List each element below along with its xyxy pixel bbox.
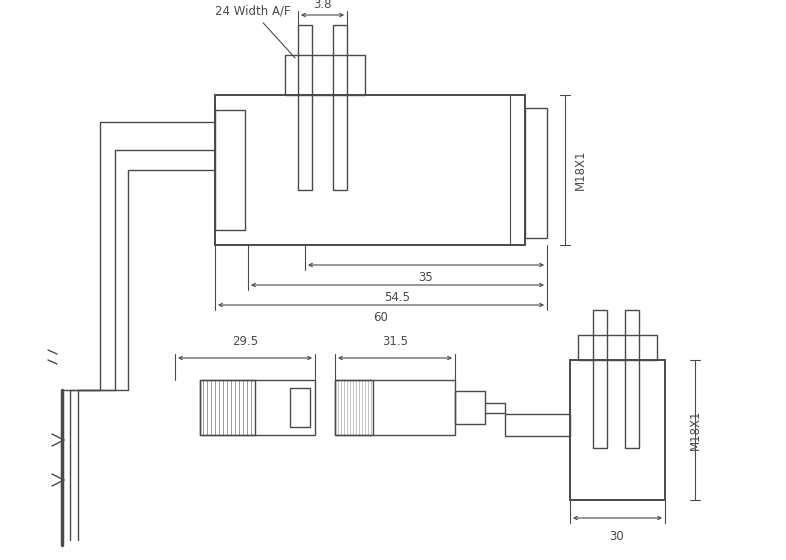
Text: 24 Width A/F: 24 Width A/F xyxy=(215,5,295,58)
Bar xyxy=(215,95,525,245)
Bar xyxy=(570,360,665,500)
Bar xyxy=(290,388,310,427)
Bar xyxy=(625,310,639,448)
Text: 29.5: 29.5 xyxy=(232,335,258,348)
Bar xyxy=(200,380,255,435)
Text: 35: 35 xyxy=(419,271,433,284)
Text: 31.5: 31.5 xyxy=(382,335,408,348)
Text: 60: 60 xyxy=(373,311,388,324)
Text: 54.5: 54.5 xyxy=(384,291,410,304)
Bar xyxy=(285,55,365,95)
Text: 30: 30 xyxy=(610,530,624,543)
Bar xyxy=(593,310,607,448)
Bar xyxy=(200,380,315,435)
Bar xyxy=(455,391,485,424)
Text: 3.8: 3.8 xyxy=(314,0,332,11)
Bar xyxy=(578,335,657,360)
Text: M18X1: M18X1 xyxy=(689,410,701,450)
Bar xyxy=(505,414,570,436)
Bar xyxy=(335,380,455,435)
Bar xyxy=(333,25,347,190)
Bar xyxy=(335,380,373,435)
Bar xyxy=(298,25,312,190)
Bar xyxy=(215,110,245,230)
Bar xyxy=(525,108,547,238)
Text: M18X1: M18X1 xyxy=(574,150,586,190)
